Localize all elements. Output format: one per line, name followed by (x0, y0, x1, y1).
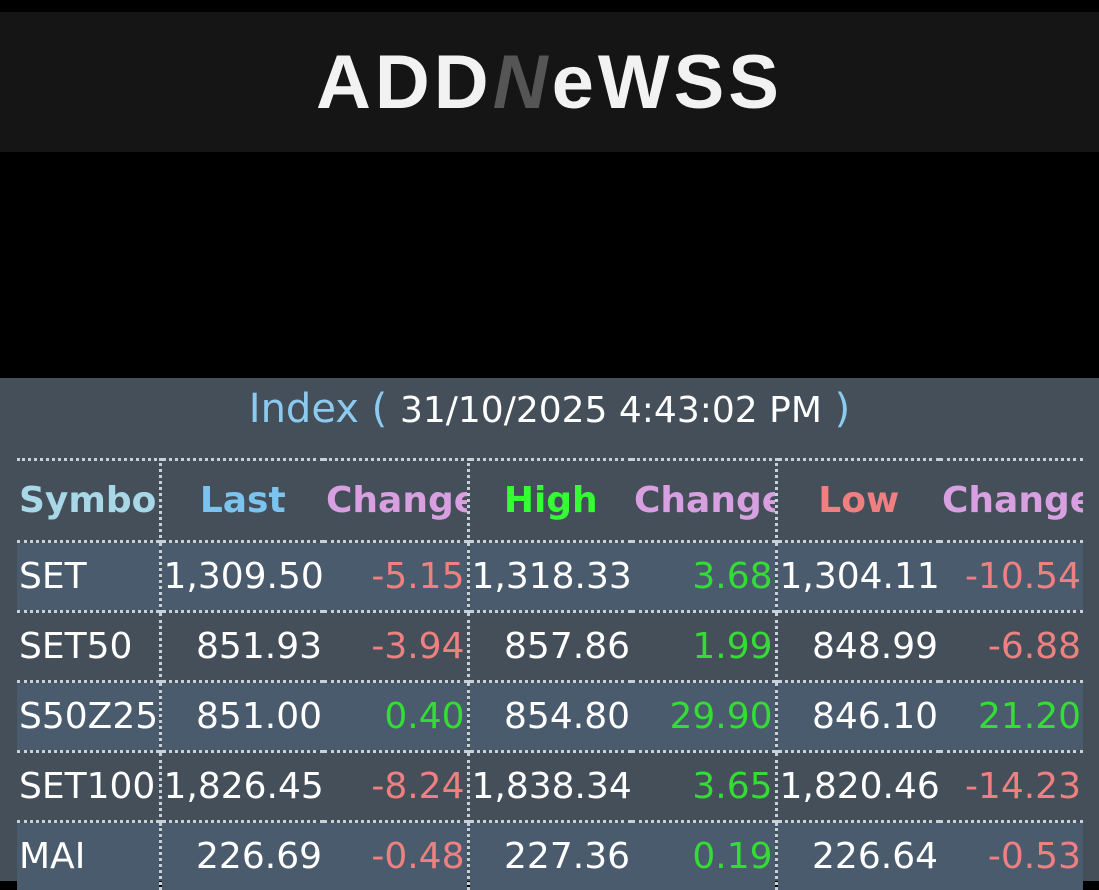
value-cell: 3.65 (632, 752, 776, 822)
value-cell: 1,309.50 (160, 542, 324, 612)
value-cell: 854.80 (468, 682, 632, 752)
value-cell: 1.99 (632, 612, 776, 682)
value-cell: 29.90 (632, 682, 776, 752)
logo-part: N (493, 40, 552, 125)
value-cell: 846.10 (776, 682, 940, 752)
symbol-cell: S50Z25 (17, 682, 160, 752)
symbol-cell: SET100 (17, 752, 160, 822)
value-cell: -0.53 (940, 822, 1083, 890)
value-cell: -0.48 (324, 822, 468, 890)
value-cell: -6.88 (940, 612, 1083, 682)
paren: ) (835, 386, 851, 432)
value-cell: 848.99 (776, 612, 940, 682)
value-cell: -5.15 (324, 542, 468, 612)
value-cell: 226.69 (160, 822, 324, 890)
value-cell: 1,304.11 (776, 542, 940, 612)
symbol-cell: SET50 (17, 612, 160, 682)
logo-part: ADD (316, 40, 493, 125)
header: ADDNeWSS (0, 12, 1099, 152)
value-cell: -8.24 (324, 752, 468, 822)
symbol-cell: SET (17, 542, 160, 612)
value-cell: -14.23 (940, 752, 1083, 822)
value-cell: 857.86 (468, 612, 632, 682)
timestamp: 31/10/2025 4:43:02 PM (400, 390, 822, 431)
value-cell: -10.54 (940, 542, 1083, 612)
value-cell: 851.93 (160, 612, 324, 682)
value-cell: 1,826.45 (160, 752, 324, 822)
column-header: Change (940, 460, 1083, 542)
column-header: Symbol (17, 460, 160, 542)
column-header: Change (324, 460, 468, 542)
value-cell: 227.36 (468, 822, 632, 890)
value-cell: 851.00 (160, 682, 324, 752)
column-header: Change (632, 460, 776, 542)
paren: ( (372, 386, 388, 432)
logo[interactable]: ADDNeWSS (316, 39, 783, 126)
value-cell: 0.40 (324, 682, 468, 752)
logo-part: eWSS (552, 40, 783, 125)
column-header: Low (776, 460, 940, 542)
value-cell: 21.20 (940, 682, 1083, 752)
index-title: Index ( 31/10/2025 4:43:02 PM ) (0, 386, 1099, 432)
value-cell: 3.68 (632, 542, 776, 612)
value-cell: 0.19 (632, 822, 776, 890)
value-cell: 1,318.33 (468, 542, 632, 612)
column-header: High (468, 460, 632, 542)
value-cell: -3.94 (324, 612, 468, 682)
title-label: Index (249, 386, 359, 432)
value-cell: 1,820.46 (776, 752, 940, 822)
column-header: Last (160, 460, 324, 542)
value-cell: 226.64 (776, 822, 940, 890)
symbol-cell: MAI (17, 822, 160, 890)
value-cell: 1,838.34 (468, 752, 632, 822)
